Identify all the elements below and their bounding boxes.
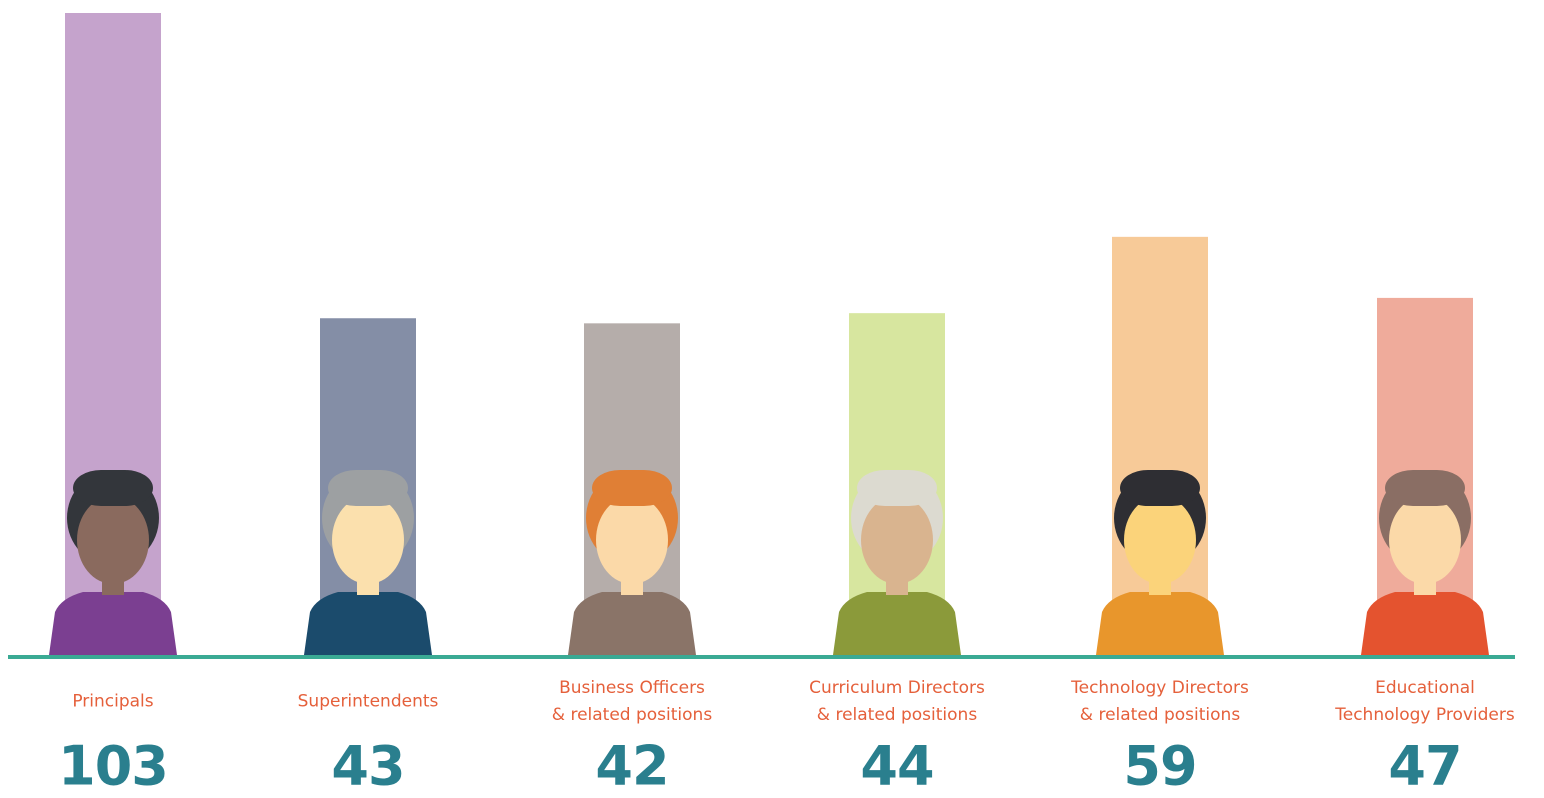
avatar-fringe (73, 470, 153, 506)
value-label: 59 (1060, 735, 1260, 798)
avatar-body (1096, 592, 1224, 655)
value-label: 42 (532, 735, 732, 798)
avatar-fringe (328, 470, 408, 506)
category-label: Business Officers & related positions (502, 675, 762, 729)
category-label: Principals (0, 689, 243, 716)
value-label: 47 (1325, 735, 1525, 798)
avatar-fringe (592, 470, 672, 506)
avatar-body (833, 592, 961, 655)
avatar-body (304, 592, 432, 655)
avatar-body (568, 592, 696, 655)
avatar-fringe (1120, 470, 1200, 506)
value-label: 43 (268, 735, 468, 798)
avatar-face (332, 496, 404, 584)
category-label: Curriculum Directors & related positions (767, 675, 1027, 729)
page: {"chart_data": {"type": "bar", "categori… (0, 0, 1544, 793)
baseline (8, 655, 1515, 659)
value-label: 44 (797, 735, 997, 798)
category-label: Superintendents (238, 689, 498, 716)
avatar-fringe (1385, 470, 1465, 506)
value-label: 103 (13, 735, 213, 798)
category-label: Technology Directors & related positions (1030, 675, 1290, 729)
avatar-body (1361, 592, 1489, 655)
avatar-face (596, 496, 668, 584)
avatar-face (1389, 496, 1461, 584)
avatar-fringe (857, 470, 937, 506)
avatar-face (1124, 496, 1196, 584)
avatar-face (861, 496, 933, 584)
avatar-face (77, 496, 149, 584)
avatar-body (49, 592, 177, 655)
category-label: Educational Technology Providers (1295, 675, 1544, 729)
